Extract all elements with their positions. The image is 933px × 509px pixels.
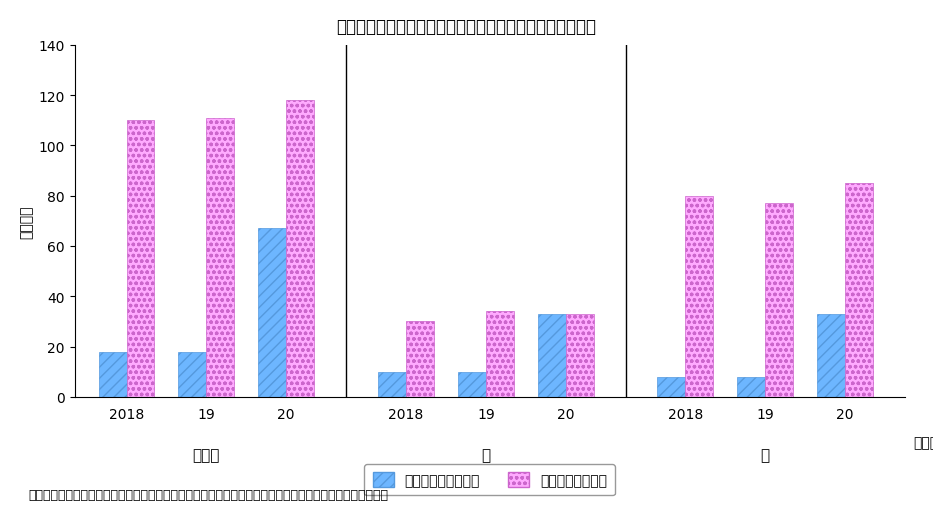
Bar: [765, 204, 793, 397]
Bar: [178, 352, 206, 397]
Bar: [737, 377, 765, 397]
Bar: [817, 314, 845, 397]
Bar: [406, 322, 434, 397]
Y-axis label: （万人）: （万人）: [19, 205, 33, 238]
Text: 男女計: 男女計: [193, 447, 220, 462]
Text: 男: 男: [481, 447, 491, 462]
Bar: [486, 312, 514, 397]
Bar: [845, 184, 873, 397]
Text: 付１－（５）－３図　男女別・休業の理由別休業者の動向: 付１－（５）－３図 男女別・休業の理由別休業者の動向: [337, 18, 596, 36]
Bar: [99, 352, 127, 397]
Text: （年）: （年）: [913, 436, 933, 450]
Bar: [458, 372, 486, 397]
Text: 女: 女: [760, 447, 770, 462]
Bar: [206, 119, 234, 397]
Bar: [127, 121, 155, 397]
Bar: [286, 101, 314, 397]
Text: 資料出所　総務省統計局「労働力調査（詳細集計）」をもとに厚生労働省政策統括官付政策統括室にて作成: 資料出所 総務省統計局「労働力調査（詳細集計）」をもとに厚生労働省政策統括官付政…: [28, 489, 388, 501]
Bar: [537, 314, 565, 397]
Bar: [686, 196, 714, 397]
Bar: [565, 314, 593, 397]
Bar: [258, 229, 286, 397]
Bar: [378, 372, 406, 397]
Legend: 勤め先や事業の都合, 自分や家族の都合: 勤め先や事業の都合, 自分や家族の都合: [365, 464, 615, 495]
Bar: [658, 377, 686, 397]
